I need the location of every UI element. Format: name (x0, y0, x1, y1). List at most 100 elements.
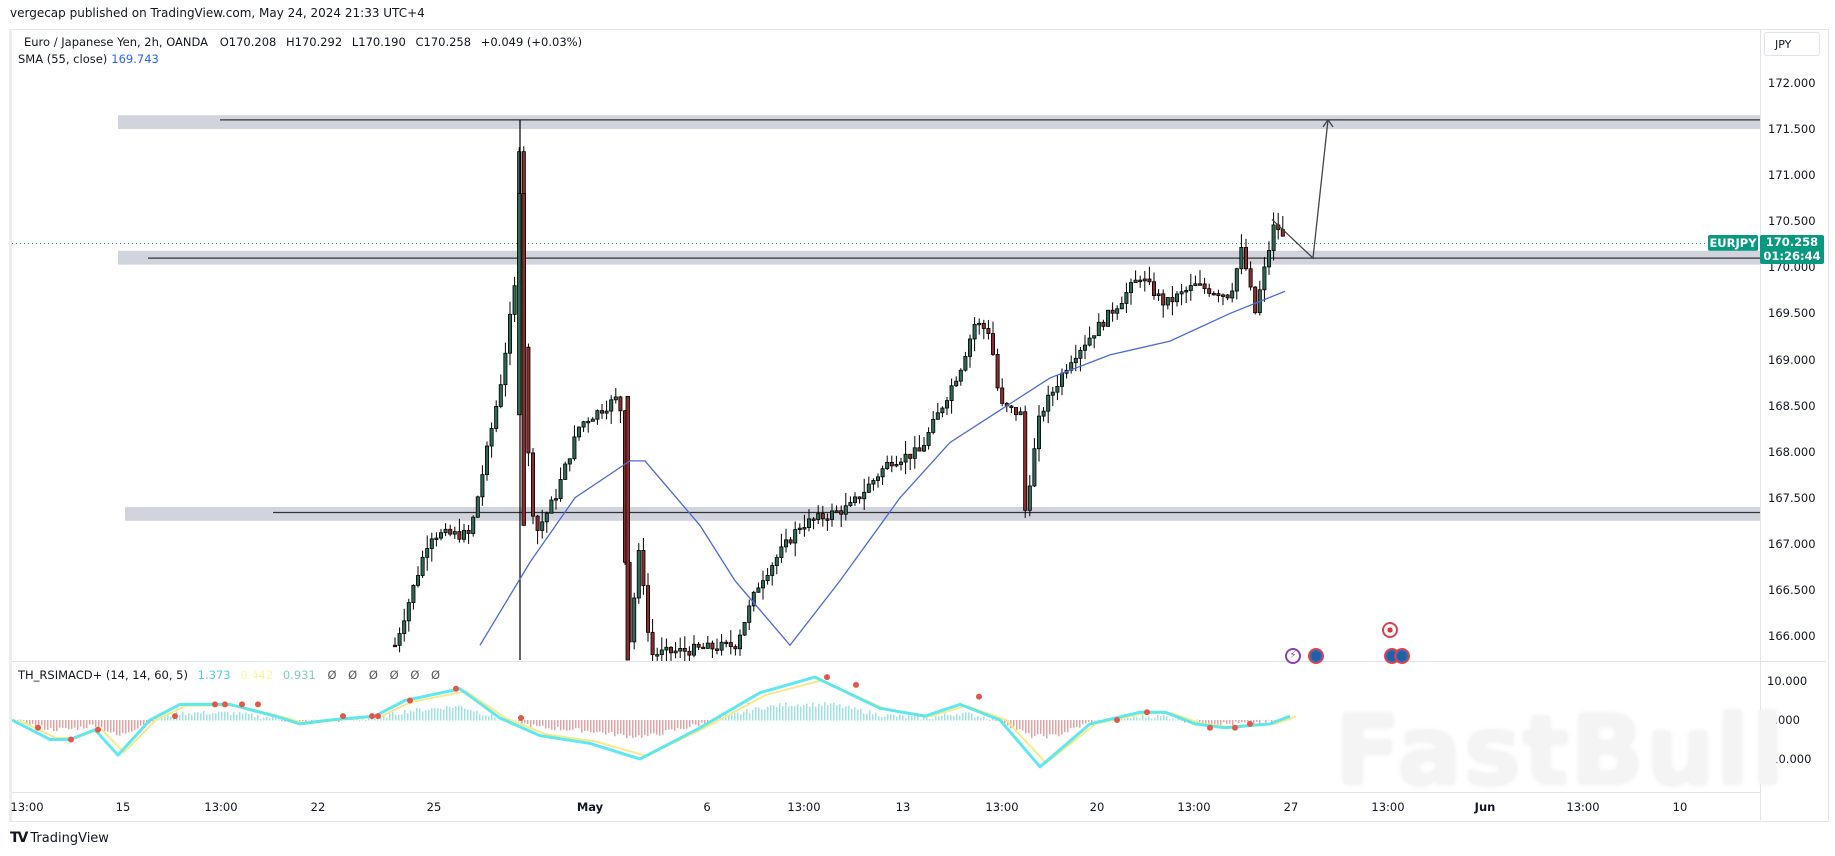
histogram-bar (476, 710, 478, 721)
candle (457, 531, 462, 540)
histogram-bar (191, 714, 193, 721)
price-axis[interactable] (1760, 29, 1827, 820)
spike-candle-down (521, 193, 526, 526)
histogram-bar (374, 718, 376, 721)
rsi-fast-line (12, 675, 1291, 769)
time-tick-label: 13:00 (204, 800, 238, 814)
candle (1073, 357, 1078, 364)
candle (1175, 293, 1180, 303)
histogram-bar (851, 708, 853, 721)
histogram-bar (497, 719, 499, 721)
candle (1050, 391, 1055, 396)
candle (535, 515, 540, 531)
currency-button[interactable]: JPY (1764, 32, 1820, 56)
histogram-bar (398, 714, 400, 721)
histogram-bar (1166, 716, 1168, 721)
candle (636, 550, 641, 599)
histogram-bar (815, 706, 817, 721)
histogram-bar (716, 719, 718, 721)
pane-separator[interactable] (12, 661, 1826, 662)
signal-dot (1207, 724, 1213, 731)
histogram-bar (692, 720, 694, 725)
candle (825, 518, 830, 521)
histogram-bar (74, 720, 76, 728)
arrow-head-icon (1322, 118, 1334, 128)
histogram-bar (170, 716, 172, 721)
histogram-bar (269, 718, 271, 721)
symbol-price-tag: EURJPY (1708, 235, 1758, 251)
tradingview-logo[interactable]: TV TradingView (10, 830, 109, 846)
histogram-bar (461, 706, 463, 721)
candle (995, 354, 1000, 389)
candle (770, 565, 775, 576)
histogram-bar (791, 705, 793, 721)
eu-flag-event-icon[interactable] (1308, 648, 1324, 664)
candle (839, 510, 844, 515)
candle (466, 529, 471, 534)
histogram-bar (521, 720, 523, 726)
histogram-bar (161, 717, 163, 721)
candle (866, 483, 871, 493)
histogram-bar (428, 710, 430, 721)
candle (434, 537, 439, 540)
time-axis[interactable] (12, 792, 1760, 821)
candle (784, 539, 789, 548)
histogram-bar (38, 720, 40, 726)
histogram-bar (1058, 720, 1060, 737)
histogram-bar (365, 720, 367, 721)
symbol-title[interactable]: Euro / Japanese Yen, 2h, OANDA (24, 35, 209, 49)
candle (977, 322, 982, 326)
indicator-null-5: Ø (410, 668, 420, 682)
time-tick-label: 13:00 (1177, 800, 1211, 814)
lightning-event-icon[interactable]: ⚡ (1285, 648, 1301, 664)
histogram-bar (536, 720, 538, 726)
candle (471, 516, 476, 534)
histogram-bar (353, 719, 355, 721)
eu-flag-event-icon[interactable] (1394, 648, 1410, 664)
sma-label[interactable]: SMA (55, close) (18, 52, 108, 66)
candle (1188, 285, 1193, 291)
histogram-bar (1082, 720, 1084, 725)
time-tick-label: 13:00 (985, 800, 1019, 814)
histogram-bar (848, 705, 850, 721)
candle (926, 432, 931, 446)
histogram-bar (938, 716, 940, 721)
spike-candle (517, 193, 522, 416)
histogram-bar (932, 718, 934, 721)
candle (733, 646, 738, 650)
candle (981, 322, 986, 329)
histogram-bar (311, 720, 313, 722)
red-dot-event-icon[interactable] (1382, 622, 1398, 638)
histogram-bar (1055, 720, 1057, 735)
histogram-bar (41, 720, 43, 726)
candle (696, 643, 701, 648)
candle (484, 445, 489, 476)
histogram-bar (251, 713, 253, 721)
candle (797, 527, 802, 531)
histogram-bar (281, 720, 283, 722)
candle (641, 550, 646, 587)
histogram-bar (788, 706, 790, 721)
histogram-bar (764, 709, 766, 721)
candle (1165, 297, 1170, 306)
histogram-bar (629, 720, 631, 736)
histogram-bar (902, 715, 904, 721)
histogram-bar (233, 712, 235, 721)
histogram-bar (794, 706, 796, 721)
signal-dot (375, 713, 381, 720)
histogram-bar (98, 720, 100, 728)
candle (489, 428, 494, 447)
indicator-name[interactable]: TH_RSIMACD+ (14, 14, 60, 5) (18, 668, 188, 682)
histogram-bar (1154, 718, 1156, 721)
histogram-bar (143, 720, 145, 726)
histogram-bar (146, 720, 148, 723)
signal-dot (340, 713, 346, 720)
histogram-bar (647, 720, 649, 737)
zone-support-167.35 (125, 506, 1760, 521)
histogram-bar (659, 720, 661, 736)
histogram-bar (209, 714, 211, 721)
histogram-bar (359, 720, 361, 721)
histogram-bar (977, 716, 979, 721)
candle (912, 447, 917, 459)
